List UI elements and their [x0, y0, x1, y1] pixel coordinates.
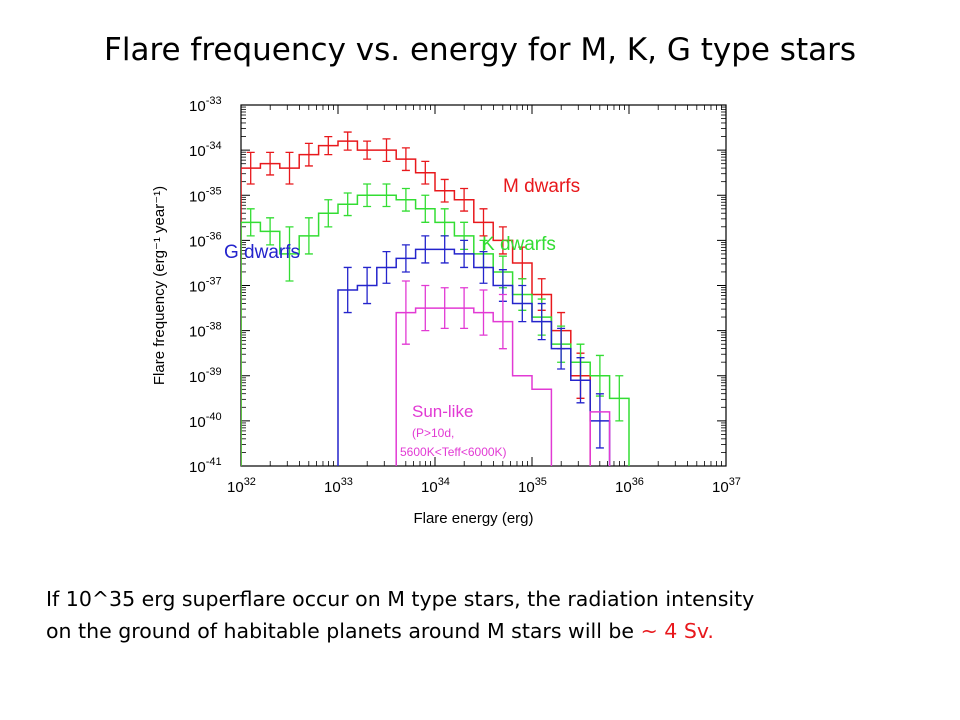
error-bar	[401, 147, 410, 172]
error-bar	[382, 138, 391, 163]
y-tick-label: 10-39	[189, 366, 222, 386]
x-tick-label: 1035	[518, 476, 547, 496]
error-bar	[382, 183, 391, 208]
error-bar	[246, 151, 255, 185]
label-g-dwarfs: G dwarfs	[224, 242, 300, 263]
y-tick-label: 10-33	[189, 95, 222, 115]
x-tick-label: 1032	[227, 476, 256, 496]
error-bar	[421, 160, 430, 185]
error-bar	[460, 187, 469, 212]
label-sun-like: Sun-like	[412, 402, 473, 421]
error-bar	[460, 287, 469, 330]
error-bar	[421, 194, 430, 223]
caption: If 10^35 erg superflare occur on M type …	[46, 583, 946, 647]
error-bar	[421, 284, 430, 332]
error-bar	[363, 266, 372, 305]
caption-line-1: If 10^35 erg superflare occur on M type …	[46, 587, 755, 611]
error-bar	[324, 199, 333, 228]
error-bar	[266, 151, 275, 176]
error-bar	[343, 266, 352, 314]
error-bar	[615, 375, 624, 422]
error-bar	[460, 239, 469, 269]
error-bar	[537, 302, 546, 341]
error-bar	[382, 251, 391, 284]
label-sun-like-note-1: (P>10d,	[412, 426, 454, 440]
y-tick-label: 10-40	[189, 411, 222, 431]
y-axis-label: Flare frequency (erg⁻¹ year⁻¹)	[151, 186, 168, 385]
label-m-dwarfs: M dwarfs	[503, 176, 580, 197]
series-step-3	[395, 307, 553, 466]
error-bar	[440, 235, 449, 264]
error-bar	[498, 226, 507, 255]
y-tick-label: 10-37	[189, 276, 222, 296]
error-bar	[401, 244, 410, 273]
slide-title: Flare frequency vs. energy for M, K, G t…	[104, 32, 856, 68]
series-step-2	[337, 248, 611, 466]
error-bar	[479, 289, 488, 336]
error-bar	[498, 293, 507, 350]
y-tick-label: 10-34	[189, 140, 222, 160]
error-bar	[479, 208, 488, 237]
error-bar	[363, 140, 372, 160]
error-bar	[479, 251, 488, 284]
error-bar	[421, 235, 430, 264]
y-tick-label: 10-35	[189, 185, 222, 205]
x-tick-label: 1033	[324, 476, 353, 496]
y-tick-label: 10-41	[189, 456, 222, 476]
x-axis-label: Flare energy (erg)	[413, 510, 533, 527]
error-bar	[401, 280, 410, 345]
label-k-dwarfs: K dwarfs	[482, 234, 556, 255]
error-bar	[285, 226, 294, 282]
error-bar	[401, 187, 410, 212]
error-bar	[440, 287, 449, 330]
error-bar	[285, 151, 294, 185]
error-bar	[246, 208, 255, 237]
x-tick-label: 1036	[615, 476, 644, 496]
error-bar	[557, 327, 566, 370]
caption-line-2-text: on the ground of habitable planets aroun…	[46, 619, 641, 643]
y-tick-label: 10-38	[189, 321, 222, 341]
error-bar	[304, 217, 313, 255]
y-tick-label: 10-36	[189, 230, 222, 250]
x-tick-label: 1037	[712, 476, 741, 496]
error-bar	[595, 393, 604, 449]
plot-frame	[240, 104, 727, 467]
error-bar	[576, 357, 585, 404]
caption-dose-highlight: ~ 4 Sv.	[640, 619, 714, 643]
error-bar	[518, 284, 527, 323]
x-tick-label: 1034	[421, 476, 450, 496]
error-bar	[266, 217, 275, 246]
error-bar	[343, 131, 352, 151]
error-bar	[343, 192, 352, 217]
caption-line-2: on the ground of habitable planets aroun…	[46, 615, 946, 647]
error-bar	[440, 178, 449, 203]
error-bar	[363, 183, 372, 208]
error-bar	[304, 142, 313, 167]
error-bar	[324, 135, 333, 156]
label-sun-like-note-2: 5600K<Teff<6000K)	[400, 445, 507, 459]
series-extra-bin-3-0	[589, 411, 611, 466]
